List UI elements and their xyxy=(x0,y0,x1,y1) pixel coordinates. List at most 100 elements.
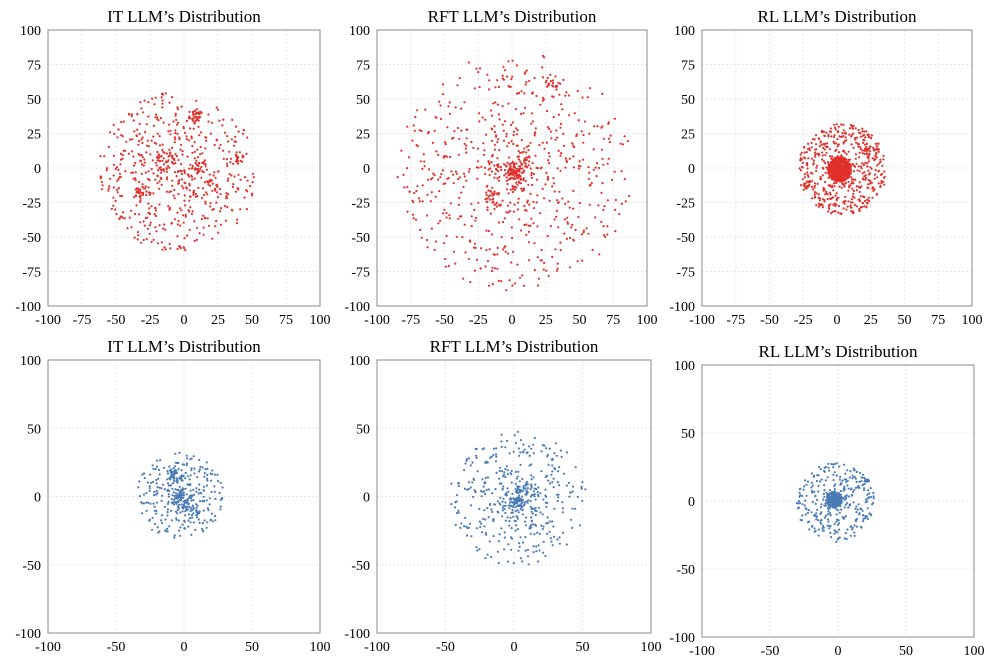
scatter-point xyxy=(822,498,825,501)
scatter-point xyxy=(167,155,170,158)
scatter-point xyxy=(877,182,880,185)
scatter-point xyxy=(847,174,850,177)
scatter-point xyxy=(501,500,504,503)
scatter-point xyxy=(446,126,449,129)
scatter-point xyxy=(183,247,186,250)
scatter-point xyxy=(148,212,151,215)
scatter-point xyxy=(156,150,159,154)
scatter-point xyxy=(457,482,460,485)
scatter-point xyxy=(246,136,249,139)
chart-title: RL LLM’s Distribution xyxy=(758,7,917,26)
scatter-point xyxy=(165,170,168,173)
scatter-point xyxy=(494,135,498,138)
scatter-point xyxy=(190,499,193,502)
scatter-point xyxy=(99,175,102,178)
scatter-point xyxy=(507,211,510,214)
scatter-point xyxy=(590,182,593,185)
scatter-point xyxy=(821,527,824,530)
scatter-point xyxy=(814,153,817,156)
scatter-point xyxy=(508,524,511,527)
scatter-point xyxy=(521,163,524,166)
scatter-point xyxy=(445,216,448,219)
scatter-point xyxy=(854,477,858,480)
scatter-point xyxy=(194,528,197,532)
scatter-point xyxy=(120,215,123,218)
scatter-point xyxy=(204,468,207,471)
scatter-point xyxy=(169,247,172,250)
scatter-point xyxy=(175,517,178,520)
scatter-point xyxy=(509,536,513,539)
scatter-point xyxy=(534,131,537,134)
scatter-point xyxy=(882,154,885,157)
scatter-point xyxy=(153,522,157,526)
scatter-point xyxy=(519,160,522,163)
scatter-point xyxy=(181,487,184,490)
scatter-point xyxy=(849,184,852,187)
scatter-point xyxy=(170,96,174,99)
scatter-point xyxy=(519,508,522,511)
scatter-point xyxy=(154,116,157,119)
scatter-point xyxy=(827,184,830,187)
scatter-point xyxy=(145,501,148,504)
scatter-point xyxy=(219,505,222,508)
scatter-point xyxy=(829,492,832,496)
scatter-point xyxy=(162,168,165,171)
scatter-point xyxy=(141,185,144,188)
scatter-point xyxy=(833,523,836,526)
scatter-point xyxy=(613,117,617,120)
scatter-point xyxy=(138,213,141,216)
scatter-point xyxy=(452,250,455,253)
scatter-point xyxy=(184,213,187,216)
scatter-point xyxy=(480,495,483,498)
scatter-point xyxy=(482,142,485,145)
scatter-point xyxy=(475,527,478,530)
scatter-point xyxy=(195,509,198,512)
scatter-point xyxy=(201,152,204,155)
scatter-point xyxy=(807,175,810,178)
scatter-point xyxy=(146,139,149,142)
scatter-point xyxy=(835,502,838,505)
scatter-point xyxy=(455,235,458,238)
scatter-point xyxy=(518,181,521,184)
scatter-point xyxy=(530,112,534,115)
y-tick-label: 100 xyxy=(349,354,370,369)
scatter-point xyxy=(174,488,177,491)
scatter-point xyxy=(518,545,521,548)
scatter-point xyxy=(226,179,229,182)
scatter-point xyxy=(521,274,524,277)
scatter-point xyxy=(838,497,841,500)
scatter-point xyxy=(859,525,863,529)
scatter-point xyxy=(512,172,515,175)
scatter-point xyxy=(438,190,441,193)
scatter-point xyxy=(489,167,492,170)
scatter-point xyxy=(202,160,205,163)
scatter-point xyxy=(806,167,809,170)
scatter-point xyxy=(196,195,199,198)
scatter-point xyxy=(602,137,605,140)
scatter-point xyxy=(214,176,217,179)
scatter-point xyxy=(166,472,170,475)
scatter-point xyxy=(460,129,463,132)
scatter-point xyxy=(504,475,507,479)
scatter-point xyxy=(872,501,875,505)
chart-title: RL LLM’s Distribution xyxy=(759,342,918,361)
scatter-point xyxy=(876,148,879,151)
scatter-point xyxy=(851,526,854,530)
scatter-point xyxy=(803,504,807,507)
scatter-point xyxy=(100,188,103,191)
scatter-point xyxy=(153,103,156,106)
scatter-point xyxy=(492,535,495,538)
scatter-point xyxy=(169,129,172,132)
scatter-point xyxy=(155,501,158,504)
scatter-point xyxy=(195,490,198,493)
scatter-point xyxy=(530,520,534,523)
scatter-point xyxy=(159,459,162,462)
scatter-point xyxy=(526,555,530,558)
scatter-point xyxy=(205,191,208,194)
scatter-point xyxy=(154,207,157,210)
scatter-point xyxy=(839,176,843,179)
scatter-point xyxy=(143,158,146,161)
scatter-point xyxy=(529,167,532,170)
scatter-point xyxy=(559,82,562,85)
scatter-point xyxy=(574,228,577,232)
